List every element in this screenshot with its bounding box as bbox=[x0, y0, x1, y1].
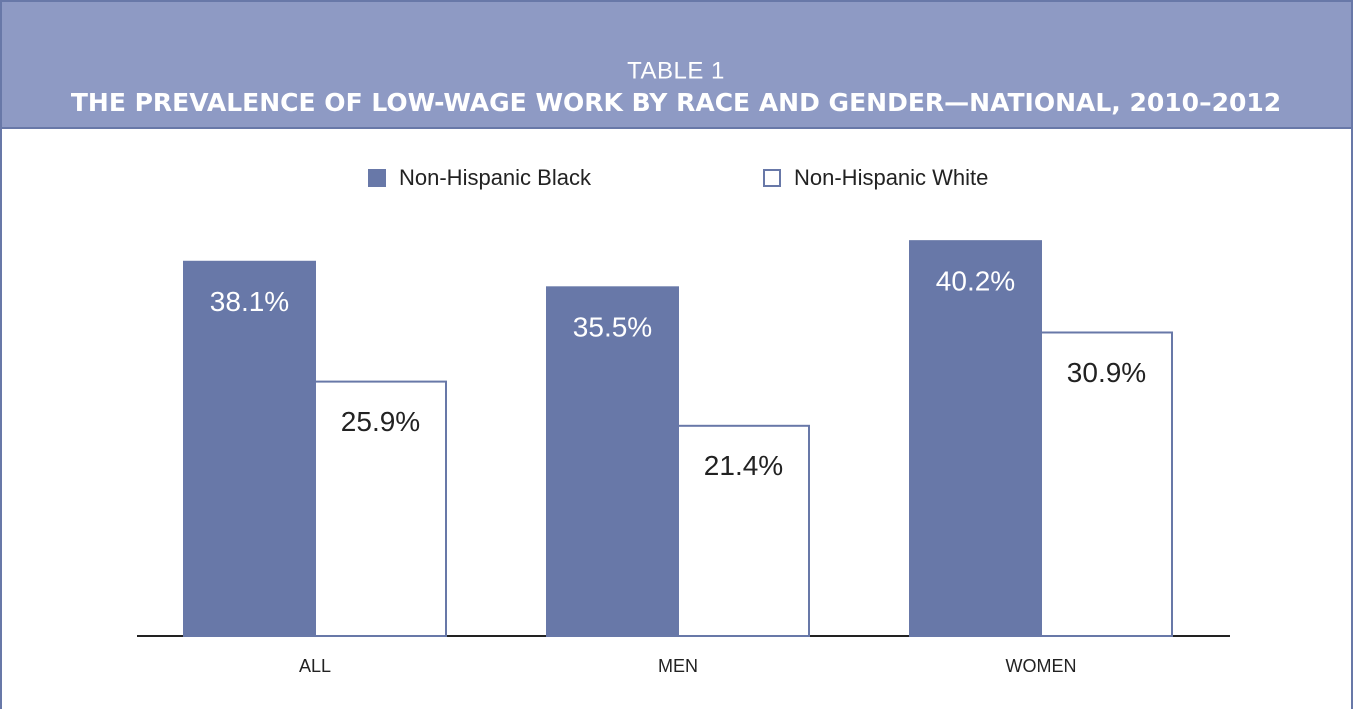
legend-swatch bbox=[763, 169, 781, 187]
bar bbox=[314, 380, 447, 637]
x-tick-label: WOMEN bbox=[1006, 656, 1077, 676]
bar bbox=[909, 240, 1042, 637]
value-label: 21.4% bbox=[704, 450, 783, 481]
header-band bbox=[0, 0, 1353, 128]
chart-title: THE PREVALENCE OF LOW-WAGE WORK BY RACE … bbox=[71, 88, 1281, 117]
bar bbox=[183, 260, 316, 637]
value-label: 40.2% bbox=[936, 266, 1015, 297]
legend-swatch bbox=[368, 169, 386, 187]
bar bbox=[1040, 331, 1173, 637]
value-label: 30.9% bbox=[1067, 357, 1146, 388]
value-label: 38.1% bbox=[210, 286, 289, 317]
bar bbox=[677, 424, 810, 637]
table-label: TABLE 1 bbox=[627, 57, 725, 84]
value-label: 35.5% bbox=[573, 312, 652, 343]
x-tick-label: MEN bbox=[658, 656, 698, 676]
legend-label: Non-Hispanic Black bbox=[399, 165, 592, 190]
x-tick-label: ALL bbox=[299, 656, 331, 676]
value-label: 25.9% bbox=[341, 406, 420, 437]
legend-label: Non-Hispanic White bbox=[794, 165, 988, 190]
